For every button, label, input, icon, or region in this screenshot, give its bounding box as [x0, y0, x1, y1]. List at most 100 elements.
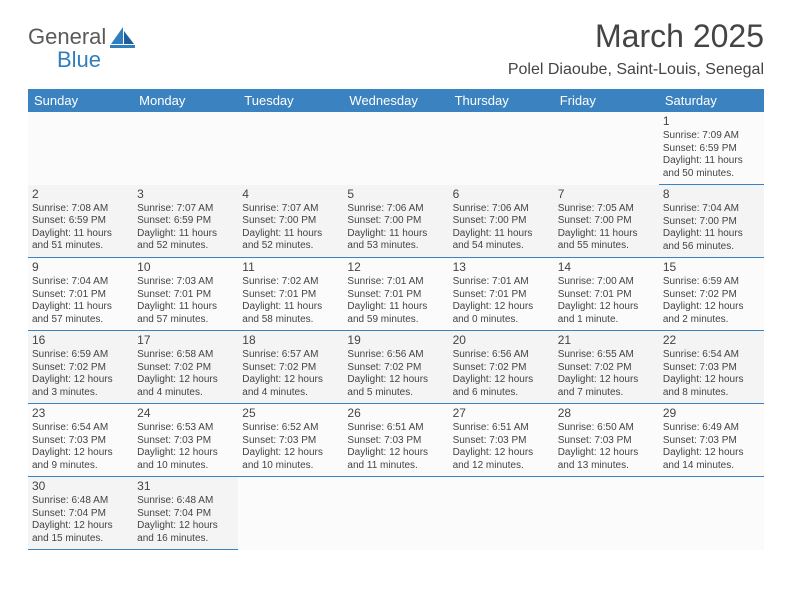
daylight-text: Daylight: 11 hours and 53 minutes. — [347, 228, 444, 253]
day-number: 10 — [137, 260, 234, 275]
day-header: Tuesday — [238, 89, 343, 112]
day-number: 18 — [242, 333, 339, 348]
daylight-text: Daylight: 11 hours and 52 minutes. — [137, 228, 234, 253]
sunset-text: Sunset: 7:02 PM — [558, 362, 655, 375]
calendar-day-cell: 23Sunrise: 6:54 AMSunset: 7:03 PMDayligh… — [28, 404, 133, 477]
calendar-day-cell: 11Sunrise: 7:02 AMSunset: 7:01 PMDayligh… — [238, 258, 343, 331]
daylight-text: Daylight: 12 hours and 1 minute. — [558, 301, 655, 326]
sunrise-text: Sunrise: 6:54 AM — [663, 349, 760, 362]
daylight-text: Daylight: 11 hours and 58 minutes. — [242, 301, 339, 326]
daylight-text: Daylight: 12 hours and 12 minutes. — [453, 447, 550, 472]
day-number: 27 — [453, 406, 550, 421]
daylight-text: Daylight: 11 hours and 57 minutes. — [137, 301, 234, 326]
sunrise-text: Sunrise: 6:54 AM — [32, 422, 129, 435]
day-number: 14 — [558, 260, 655, 275]
day-header: Monday — [133, 89, 238, 112]
calendar-day-cell — [133, 112, 238, 185]
daylight-text: Daylight: 12 hours and 0 minutes. — [453, 301, 550, 326]
calendar-day-cell: 15Sunrise: 6:59 AMSunset: 7:02 PMDayligh… — [659, 258, 764, 331]
day-number: 21 — [558, 333, 655, 348]
sunrise-text: Sunrise: 7:00 AM — [558, 276, 655, 289]
day-number: 23 — [32, 406, 129, 421]
sunset-text: Sunset: 7:01 PM — [32, 289, 129, 302]
calendar-day-cell: 2Sunrise: 7:08 AMSunset: 6:59 PMDaylight… — [28, 185, 133, 258]
day-number: 22 — [663, 333, 760, 348]
calendar-day-cell: 12Sunrise: 7:01 AMSunset: 7:01 PMDayligh… — [343, 258, 448, 331]
sunset-text: Sunset: 7:02 PM — [137, 362, 234, 375]
daylight-text: Daylight: 11 hours and 57 minutes. — [32, 301, 129, 326]
calendar-day-cell: 21Sunrise: 6:55 AMSunset: 7:02 PMDayligh… — [554, 331, 659, 404]
day-number: 26 — [347, 406, 444, 421]
calendar-day-cell: 3Sunrise: 7:07 AMSunset: 6:59 PMDaylight… — [133, 185, 238, 258]
sunrise-text: Sunrise: 7:07 AM — [137, 203, 234, 216]
calendar-week-row: 2Sunrise: 7:08 AMSunset: 6:59 PM Daylight… — [28, 185, 764, 258]
day-number: 5 — [347, 187, 444, 202]
sunrise-text: Sunrise: 6:49 AM — [663, 422, 760, 435]
sunset-text: Sunset: 7:03 PM — [242, 435, 339, 448]
day-number: 2 — [32, 187, 129, 202]
day-number: 17 — [137, 333, 234, 348]
calendar-day-cell: 22Sunrise: 6:54 AMSunset: 7:03 PMDayligh… — [659, 331, 764, 404]
daylight-text: Daylight: 12 hours and 14 minutes. — [663, 447, 760, 472]
sunset-text: Sunset: 7:01 PM — [453, 289, 550, 302]
calendar-day-cell — [554, 112, 659, 185]
sunset-text: Sunset: 7:02 PM — [347, 362, 444, 375]
calendar-day-cell: 5Sunrise: 7:06 AMSunset: 7:00 PMDaylight… — [343, 185, 448, 258]
calendar-week-row: 30Sunrise: 6:48 AMSunset: 7:04 PMDayligh… — [28, 477, 764, 550]
calendar-day-cell: 16Sunrise: 6:59 AMSunset: 7:02 PMDayligh… — [28, 331, 133, 404]
calendar-day-cell: 19Sunrise: 6:56 AMSunset: 7:02 PMDayligh… — [343, 331, 448, 404]
calendar-day-cell: 20Sunrise: 6:56 AMSunset: 7:02 PMDayligh… — [449, 331, 554, 404]
sunrise-text: Sunrise: 6:59 AM — [663, 276, 760, 289]
daylight-text: Daylight: 12 hours and 13 minutes. — [558, 447, 655, 472]
day-header: Saturday — [659, 89, 764, 112]
day-number: 6 — [453, 187, 550, 202]
sunrise-text: Sunrise: 6:56 AM — [347, 349, 444, 362]
calendar-day-cell: 18Sunrise: 6:57 AMSunset: 7:02 PMDayligh… — [238, 331, 343, 404]
location-text: Polel Diaoube, Saint-Louis, Senegal — [508, 61, 764, 79]
calendar-day-cell — [449, 112, 554, 185]
day-header: Sunday — [28, 89, 133, 112]
daylight-text: Daylight: 11 hours and 55 minutes. — [558, 228, 655, 253]
day-header-row: SundayMondayTuesdayWednesdayThursdayFrid… — [28, 89, 764, 112]
sunset-text: Sunset: 7:03 PM — [347, 435, 444, 448]
day-number: 20 — [453, 333, 550, 348]
calendar-day-cell: 31Sunrise: 6:48 AMSunset: 7:04 PMDayligh… — [133, 477, 238, 550]
sunrise-text: Sunrise: 7:07 AM — [242, 203, 339, 216]
sunset-text: Sunset: 7:03 PM — [137, 435, 234, 448]
sunrise-text: Sunrise: 6:57 AM — [242, 349, 339, 362]
day-number: 7 — [558, 187, 655, 202]
daylight-text: Daylight: 11 hours and 50 minutes. — [663, 155, 760, 180]
daylight-text: Daylight: 12 hours and 10 minutes. — [137, 447, 234, 472]
sunrise-text: Sunrise: 6:50 AM — [558, 422, 655, 435]
day-number: 30 — [32, 479, 129, 494]
sunrise-text: Sunrise: 7:01 AM — [453, 276, 550, 289]
sunset-text: Sunset: 7:00 PM — [558, 215, 655, 228]
logo-word2: Blue — [57, 47, 101, 73]
calendar-week-row: 9Sunrise: 7:04 AMSunset: 7:01 PMDaylight… — [28, 258, 764, 331]
day-number: 8 — [663, 187, 760, 202]
day-number: 24 — [137, 406, 234, 421]
sunset-text: Sunset: 6:59 PM — [32, 215, 129, 228]
calendar-table: SundayMondayTuesdayWednesdayThursdayFrid… — [28, 89, 764, 550]
day-number: 3 — [137, 187, 234, 202]
sunset-text: Sunset: 6:59 PM — [663, 143, 760, 156]
daylight-text: Daylight: 12 hours and 16 minutes. — [137, 520, 234, 545]
daylight-text: Daylight: 12 hours and 5 minutes. — [347, 374, 444, 399]
day-number: 13 — [453, 260, 550, 275]
day-number: 15 — [663, 260, 760, 275]
sunrise-text: Sunrise: 7:04 AM — [32, 276, 129, 289]
sunrise-text: Sunrise: 6:52 AM — [242, 422, 339, 435]
sunrise-text: Sunrise: 7:09 AM — [663, 130, 760, 143]
sunrise-text: Sunrise: 7:08 AM — [32, 203, 129, 216]
calendar-day-cell — [343, 477, 448, 550]
calendar-day-cell: 26Sunrise: 6:51 AMSunset: 7:03 PMDayligh… — [343, 404, 448, 477]
sunrise-text: Sunrise: 6:51 AM — [453, 422, 550, 435]
daylight-text: Daylight: 12 hours and 6 minutes. — [453, 374, 550, 399]
calendar-day-cell: 4Sunrise: 7:07 AMSunset: 7:00 PMDaylight… — [238, 185, 343, 258]
sunset-text: Sunset: 7:01 PM — [137, 289, 234, 302]
day-header: Wednesday — [343, 89, 448, 112]
daylight-text: Daylight: 12 hours and 7 minutes. — [558, 374, 655, 399]
sunrise-text: Sunrise: 7:02 AM — [242, 276, 339, 289]
sunset-text: Sunset: 7:02 PM — [453, 362, 550, 375]
sunset-text: Sunset: 7:03 PM — [453, 435, 550, 448]
